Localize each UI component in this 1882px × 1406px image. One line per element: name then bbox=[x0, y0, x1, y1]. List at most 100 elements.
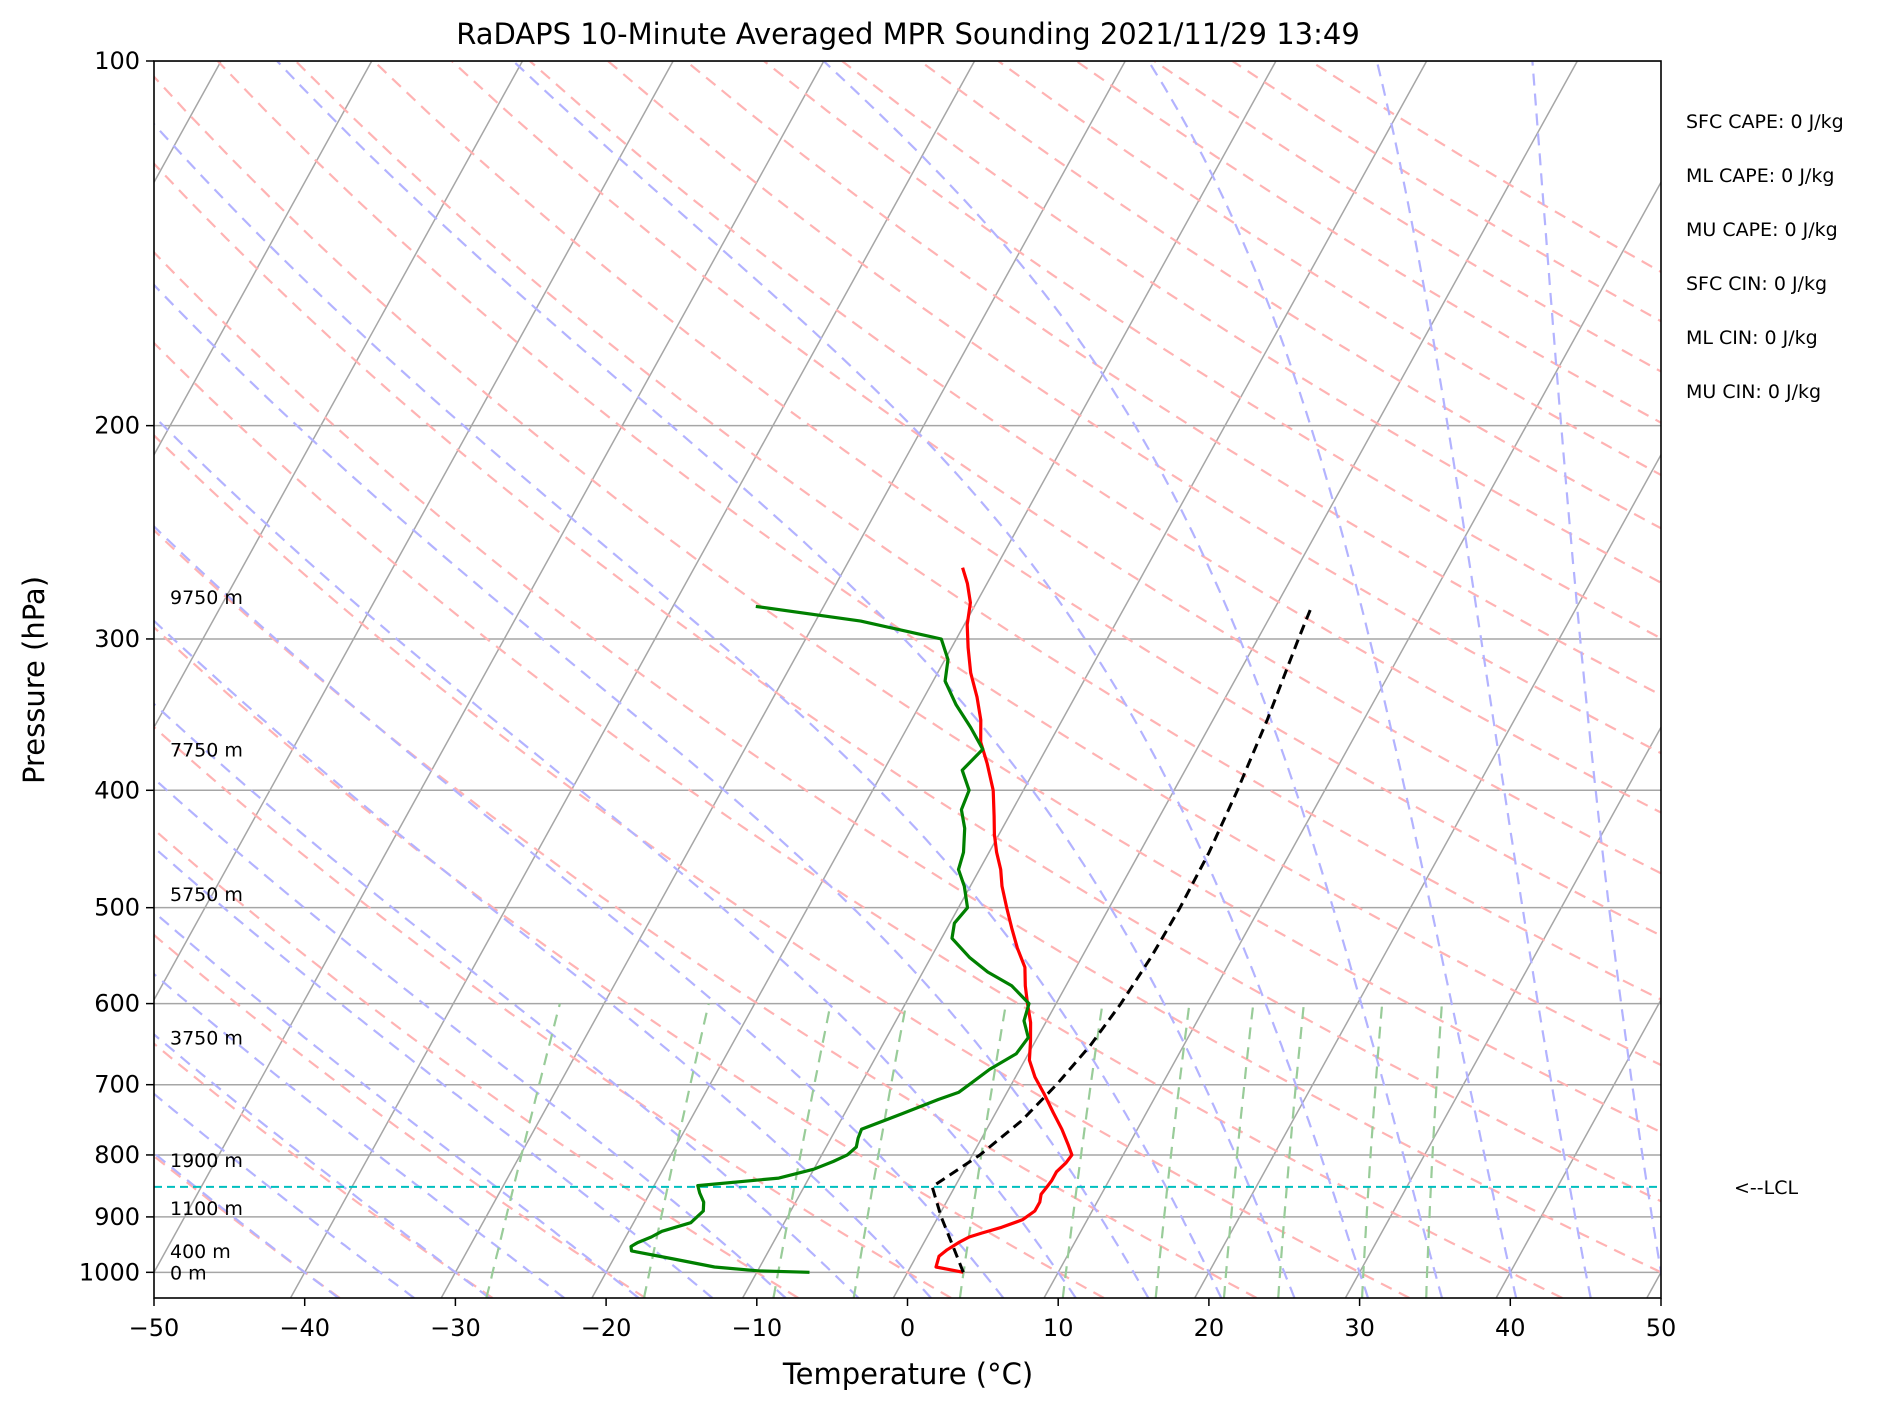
mixing-ratio-line bbox=[852, 1003, 908, 1298]
height-label: 7750 m bbox=[170, 739, 243, 761]
dry-adiabat-line bbox=[372, 61, 1661, 937]
dry-adiabat-line bbox=[216, 61, 1661, 1067]
index-label: SFC CIN: 0 J/kg bbox=[1686, 273, 1827, 295]
isotherm-line bbox=[289, 61, 976, 1298]
height-label: 3750 m bbox=[170, 1028, 243, 1050]
x-axis-ticks: −50 −40 −30 −20 −10 0 10 20 30 40 50 bbox=[129, 1298, 1677, 1342]
x-tick-label: 20 bbox=[1194, 1314, 1225, 1342]
y-tick-label: 1000 bbox=[79, 1258, 140, 1286]
moist-adiabat-line bbox=[154, 524, 1005, 1298]
height-label: 0 m bbox=[170, 1262, 207, 1284]
isotherm-line bbox=[1344, 725, 1661, 1298]
mixing-ratio-line bbox=[1277, 1003, 1305, 1298]
moist-adiabat-line bbox=[822, 61, 1444, 1298]
dry-adiabat-line bbox=[154, 528, 1258, 1298]
index-label: SFC CAPE: 0 J/kg bbox=[1686, 111, 1844, 133]
x-axis-label: Temperature (°C) bbox=[782, 1357, 1033, 1391]
mixing-ratio-line bbox=[642, 1003, 710, 1298]
dry-adiabat-line bbox=[154, 75, 1661, 1134]
y-tick-label: 200 bbox=[94, 412, 140, 440]
y-tick-label: 400 bbox=[94, 776, 140, 804]
dry-adiabat-line bbox=[607, 61, 1661, 755]
isotherm-line bbox=[154, 61, 524, 729]
x-tick-label: −40 bbox=[279, 1314, 330, 1342]
dry-adiabat-line bbox=[763, 61, 1661, 640]
dry-adiabat-line bbox=[154, 250, 1661, 1274]
x-tick-label: −20 bbox=[581, 1314, 632, 1342]
moist-adiabat-line bbox=[154, 845, 714, 1298]
y-tick-label: 100 bbox=[94, 47, 140, 75]
y-axis-label: Pressure (hPa) bbox=[17, 576, 51, 784]
x-tick-label: 10 bbox=[1043, 1314, 1074, 1342]
y-tick-label: 600 bbox=[94, 990, 140, 1018]
index-label: MU CIN: 0 J/kg bbox=[1686, 381, 1821, 403]
profile-lines bbox=[629, 567, 1313, 1274]
height-label: 1900 m bbox=[170, 1150, 243, 1172]
height-label: 5750 m bbox=[170, 884, 243, 906]
mixing-ratio-line bbox=[1061, 1003, 1104, 1298]
dry-adiabat-line bbox=[294, 61, 1661, 1001]
y-tick-label: 700 bbox=[94, 1071, 140, 1099]
x-tick-label: 0 bbox=[900, 1314, 915, 1342]
lcl-label: <--LCL bbox=[1734, 1177, 1798, 1199]
isotherm-line bbox=[1495, 998, 1661, 1298]
mixing-ratio-line bbox=[958, 1003, 1008, 1298]
x-tick-label: −50 bbox=[129, 1314, 180, 1342]
height-label: 400 m bbox=[170, 1241, 231, 1263]
moist-adiabat-line bbox=[154, 1032, 491, 1298]
isotherm-line bbox=[154, 61, 825, 1274]
moist-adiabat-line bbox=[512, 61, 1370, 1298]
isotherm-line bbox=[440, 61, 1126, 1298]
moist-adiabat-line bbox=[154, 619, 932, 1298]
isotherm-line bbox=[1798, 61, 1882, 1298]
y-axis-ticks: 100 200 300 400 500 600 700 800 900 1000 bbox=[79, 47, 154, 1286]
isotherm-line bbox=[154, 61, 674, 1002]
isotherm-line bbox=[1646, 1270, 1661, 1298]
isotherm-line bbox=[1194, 453, 1661, 1298]
dry-adiabat-line bbox=[154, 433, 1410, 1298]
dry-adiabat-line bbox=[154, 1154, 341, 1298]
moist-adiabat-line bbox=[154, 777, 787, 1298]
dry-adiabat-line bbox=[154, 1042, 494, 1298]
moist-adiabat-line bbox=[154, 414, 1077, 1298]
mixing-ratio-line bbox=[772, 1003, 832, 1298]
moist-adiabat-line bbox=[154, 702, 860, 1298]
isotherm-line bbox=[892, 61, 1579, 1298]
dry-adiabat-line bbox=[154, 725, 952, 1298]
dewpoint-profile bbox=[629, 604, 1031, 1274]
x-tick-label: 30 bbox=[1344, 1314, 1375, 1342]
moist-adiabat-line bbox=[1531, 61, 1661, 1279]
moist-adiabat-line bbox=[1147, 61, 1518, 1298]
mixing-ratio-line bbox=[1425, 1003, 1443, 1298]
moist-adiabat-line bbox=[154, 972, 565, 1298]
mixing-ratio-line bbox=[1361, 1003, 1384, 1298]
index-label: MU CAPE: 0 J/kg bbox=[1686, 219, 1838, 241]
temperature-profile bbox=[934, 567, 1074, 1274]
y-tick-label: 300 bbox=[94, 625, 140, 653]
moist-adiabat-line bbox=[276, 61, 1296, 1298]
isotherm-line bbox=[1043, 180, 1661, 1298]
moist-adiabat-line bbox=[154, 283, 1150, 1298]
stability-indices: SFC CAPE: 0 J/kg ML CAPE: 0 J/kg MU CAPE: … bbox=[1686, 111, 1844, 403]
index-label: ML CIN: 0 J/kg bbox=[1686, 327, 1818, 349]
isotherm-line bbox=[591, 61, 1277, 1298]
y-tick-label: 500 bbox=[94, 894, 140, 922]
moist-adiabat-line bbox=[1375, 61, 1592, 1298]
dry-adiabat-line bbox=[154, 341, 1563, 1298]
height-label: 9750 m bbox=[170, 587, 243, 609]
isotherm-line bbox=[154, 61, 373, 457]
x-tick-label: 50 bbox=[1646, 1314, 1677, 1342]
height-label: 1100 m bbox=[170, 1198, 243, 1220]
background-lines bbox=[154, 61, 1882, 1298]
x-tick-label: −30 bbox=[430, 1314, 481, 1342]
dry-adiabat-line bbox=[841, 61, 1661, 584]
mixing-ratio-line bbox=[1222, 1003, 1255, 1298]
index-label: ML CAPE: 0 J/kg bbox=[1686, 165, 1834, 187]
y-tick-label: 900 bbox=[94, 1203, 140, 1231]
chart-title: RaDAPS 10-Minute Averaged MPR Sounding 2… bbox=[456, 17, 1360, 51]
moist-adiabat-line bbox=[154, 1092, 415, 1298]
moist-adiabat-line bbox=[154, 122, 1223, 1298]
dry-adiabat-line bbox=[529, 61, 1661, 814]
